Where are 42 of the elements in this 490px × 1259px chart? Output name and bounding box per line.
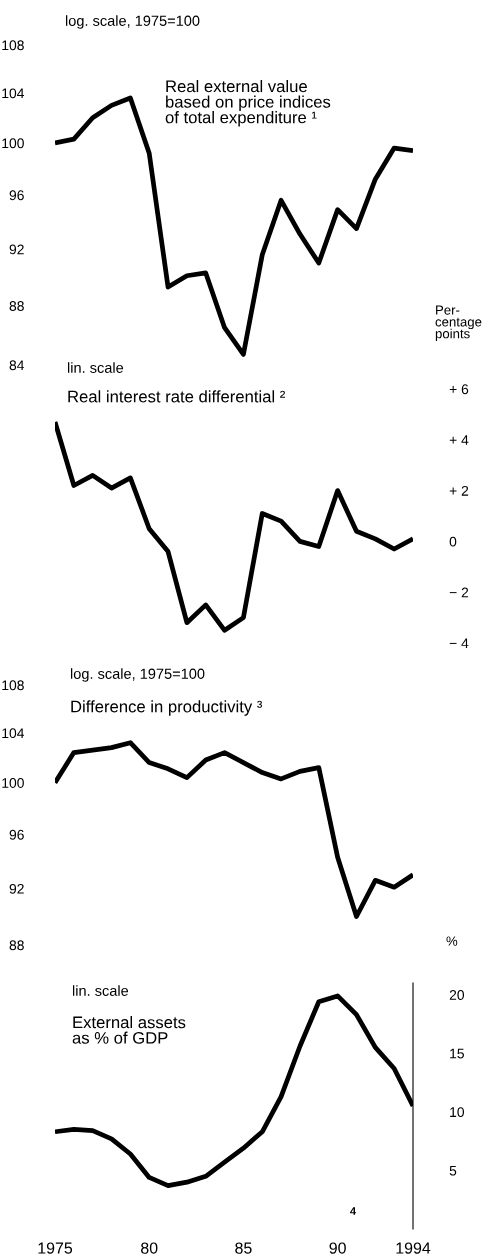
y-tick-label: 108 [2,680,24,691]
y-tick-label: 92 [9,883,24,894]
y2-tick-label: 20 [449,990,465,1000]
line-series [55,95,413,357]
y2-tick-label: − 2 [449,587,469,598]
y2-tick-label: 10 [450,1107,465,1118]
y-tick-label: 88 [9,301,24,311]
line-series [55,419,413,633]
y2-axis-title: Per- centage points [435,305,482,341]
y2-tick-label: + 2 [449,485,469,496]
y-tick-label: 92 [9,244,24,255]
y-tick-label: 84 [9,360,25,371]
y-tick-label: 100 [2,778,24,788]
y2-tick-label: 15 [450,1048,464,1059]
chart-subtitle: lin. scale [72,985,129,996]
x-tick-label: 90 [329,1242,346,1254]
x-tick-label: 80 [141,1242,158,1254]
y2-tick-label: 5 [449,1165,457,1176]
text: Real external value based on price indices of total expenditure ¹ [165,80,331,127]
chart-title: Real interest rate differential ² [68,390,286,403]
y2-axis-title: % [446,936,458,946]
x-tick-label: 1994 [396,1242,431,1254]
y-tick-label: 96 [9,829,24,840]
y-tick-label: 96 [9,190,24,201]
y-tick-label: 100 [2,138,24,149]
chart-subtitle: lin. scale [67,362,124,373]
annotation: 4 [350,1207,357,1215]
line-series [55,740,413,919]
y-tick-label: 104 [2,88,25,99]
y2-tick-label: 0 [449,536,457,547]
y-tick-label: 88 [9,940,24,951]
y2-tick-label: + 6 [449,384,469,395]
y2-tick-label: − 4 [449,638,469,649]
x-tick-label: 85 [235,1242,252,1254]
y2-tick-label: + 4 [449,435,469,445]
chart-subtitle: log. scale, 1975=100 [70,668,205,682]
x-tick-label: 1975 [38,1242,73,1254]
chart-subtitle: log. scale, 1975=100 [65,15,200,29]
text: Difference in productivity ³ [71,700,263,716]
y-tick-label: 108 [2,40,24,51]
y-tick-label: 104 [2,728,25,739]
text: External assets as % of GDP [72,1016,186,1044]
